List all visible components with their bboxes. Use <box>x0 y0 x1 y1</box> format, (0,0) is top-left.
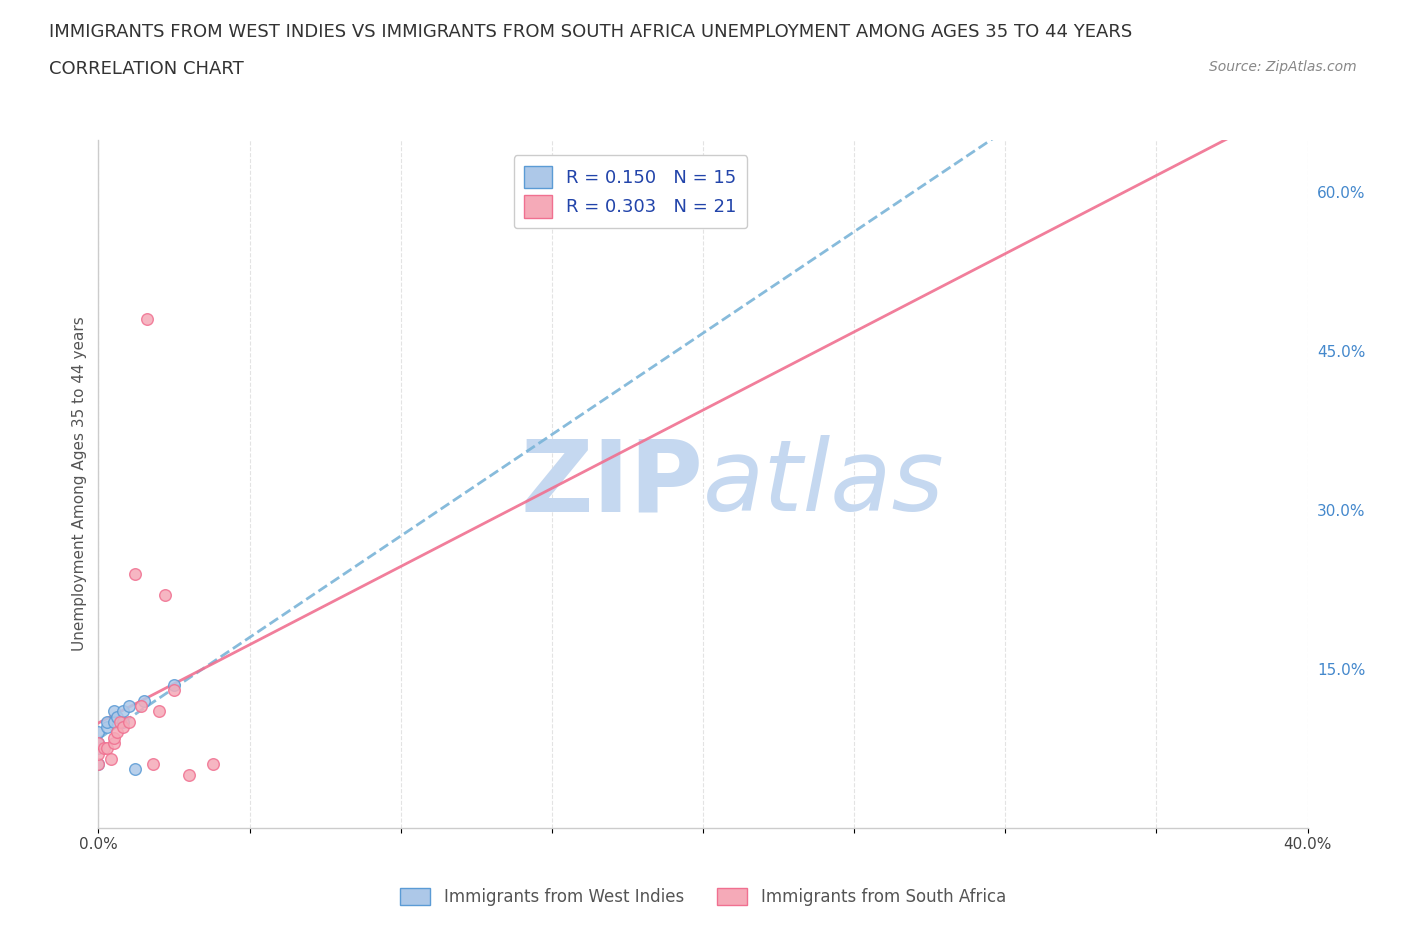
Point <box>93 741 115 756</box>
Point <box>87 757 110 772</box>
Point <box>135 312 157 327</box>
Point <box>179 767 201 782</box>
Text: atlas: atlas <box>703 435 945 532</box>
Point <box>87 725 110 740</box>
Point <box>163 683 186 698</box>
Point <box>103 730 125 745</box>
Point <box>103 714 125 729</box>
Point <box>103 704 125 719</box>
Point <box>202 757 225 772</box>
Point <box>111 714 134 729</box>
Point <box>124 566 146 581</box>
Point <box>96 741 118 756</box>
Point <box>105 725 128 740</box>
Point <box>129 698 152 713</box>
Point <box>96 714 118 729</box>
Point <box>96 720 118 735</box>
Point <box>87 757 110 772</box>
Point <box>105 709 128 724</box>
Point <box>111 704 134 719</box>
Point <box>163 677 186 692</box>
Point <box>124 762 146 777</box>
Point <box>108 714 131 729</box>
Point <box>87 736 110 751</box>
Point <box>132 693 155 708</box>
Point <box>142 757 165 772</box>
Point <box>87 736 110 751</box>
Legend: Immigrants from West Indies, Immigrants from South Africa: Immigrants from West Indies, Immigrants … <box>394 881 1012 912</box>
Legend: R = 0.150   N = 15, R = 0.303   N = 21: R = 0.150 N = 15, R = 0.303 N = 21 <box>513 155 747 229</box>
Point <box>87 746 110 761</box>
Text: ZIP: ZIP <box>520 435 703 532</box>
Text: IMMIGRANTS FROM WEST INDIES VS IMMIGRANTS FROM SOUTH AFRICA UNEMPLOYMENT AMONG A: IMMIGRANTS FROM WEST INDIES VS IMMIGRANT… <box>49 23 1132 41</box>
Text: Source: ZipAtlas.com: Source: ZipAtlas.com <box>1209 60 1357 74</box>
Point <box>153 588 176 603</box>
Y-axis label: Unemployment Among Ages 35 to 44 years: Unemployment Among Ages 35 to 44 years <box>72 316 87 651</box>
Point <box>103 736 125 751</box>
Point <box>148 704 170 719</box>
Point <box>111 720 134 735</box>
Text: CORRELATION CHART: CORRELATION CHART <box>49 60 245 78</box>
Point <box>118 714 141 729</box>
Point <box>100 751 122 766</box>
Point <box>87 741 110 756</box>
Point <box>118 698 141 713</box>
